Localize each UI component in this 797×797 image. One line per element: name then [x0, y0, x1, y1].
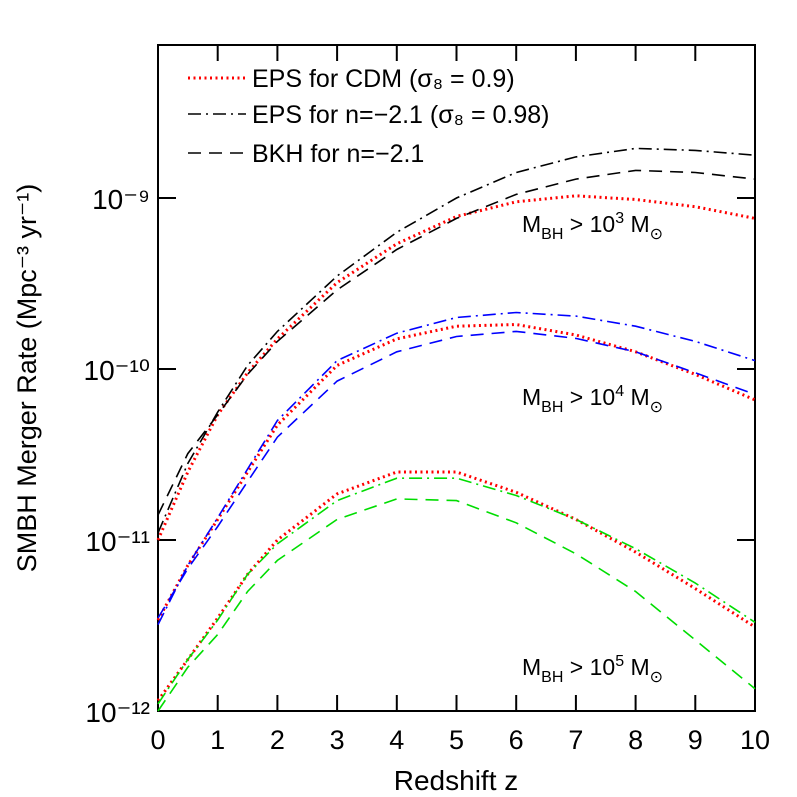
annotation-part: 4	[615, 383, 624, 400]
x-tick-label: 10	[740, 725, 770, 755]
annotation-part: M	[522, 654, 541, 680]
annotation-part: 5	[615, 653, 624, 670]
plot-frame	[157, 44, 756, 712]
annotation-part: > 10	[563, 211, 615, 237]
annotation: MBH > 103 M⊙	[522, 210, 663, 243]
annotation-part: BH	[541, 399, 563, 416]
x-tick-label: 1	[210, 725, 225, 755]
x-tick-label: 4	[389, 725, 404, 755]
annotation-part: M	[522, 384, 541, 410]
x-tick-label: 8	[628, 725, 643, 755]
x-tick-label: 3	[330, 725, 345, 755]
annotation-part: 3	[615, 210, 624, 227]
annotation-part: BH	[541, 226, 563, 243]
annotation-part: M	[624, 211, 650, 237]
x-tick-label: 2	[270, 725, 285, 755]
y-tick-label: 10⁻¹²	[85, 697, 150, 728]
series-line	[156, 322, 756, 621]
annotation-part: M	[522, 211, 541, 237]
series-line	[157, 169, 756, 516]
series-line	[157, 498, 756, 712]
annotation-part: > 10	[563, 654, 615, 680]
y-tick-label: 10⁻⁹	[92, 184, 150, 215]
x-tick-label: 5	[449, 725, 464, 755]
series-line	[157, 477, 756, 705]
series-line	[157, 147, 756, 534]
annotation-part: ⊙	[650, 226, 663, 243]
x-tick-label: 6	[509, 725, 524, 755]
y-tick-label: 10⁻¹¹	[85, 526, 150, 557]
annotation-part: BH	[541, 669, 563, 686]
y-tick-label: 10⁻¹⁰	[84, 355, 150, 386]
annotation-part: M	[624, 384, 650, 410]
y-axis-label: SMBH Merger Rate (Mpc⁻³ yr⁻¹)	[12, 184, 42, 573]
series-line	[157, 311, 756, 625]
annotation-part: ⊙	[650, 399, 663, 416]
series-line	[156, 194, 756, 541]
legend-label: BKH for n=−2.1	[252, 140, 424, 168]
x-tick-label: 7	[568, 725, 583, 755]
annotation-part: > 10	[563, 384, 615, 410]
annotation: MBH > 105 M⊙	[522, 653, 663, 686]
x-tick-label: 0	[150, 725, 165, 755]
annotation: MBH > 104 M⊙	[522, 383, 663, 416]
legend-label: EPS for CDM (σ₈ = 0.9)	[252, 65, 515, 93]
series-line	[157, 330, 756, 619]
annotation-part: M	[624, 654, 650, 680]
series-line	[156, 470, 756, 702]
x-axis-label: Redshift z	[394, 765, 519, 796]
annotation-part: ⊙	[650, 669, 663, 686]
x-tick-label: 9	[688, 725, 703, 755]
legend-label: EPS for n=−2.1 (σ₈ = 0.98)	[252, 101, 550, 129]
